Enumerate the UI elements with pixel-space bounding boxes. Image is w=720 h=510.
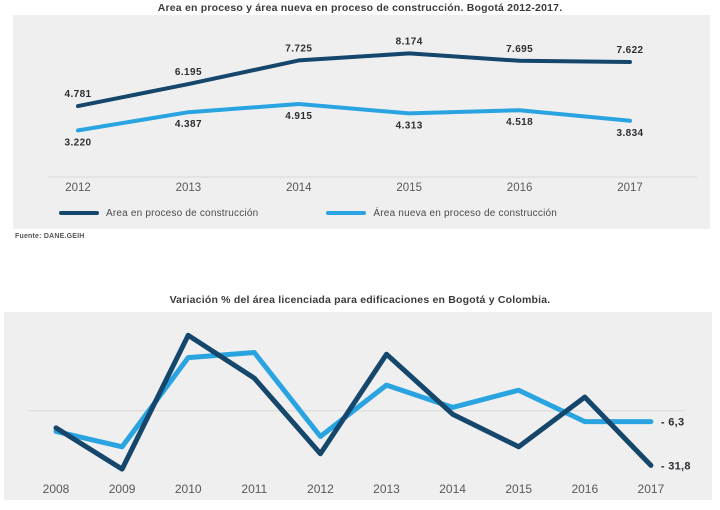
data-label: 7.695 bbox=[506, 44, 533, 55]
x-tick-label: 2013 bbox=[373, 482, 400, 496]
series-line-dark bbox=[76, 51, 632, 109]
legend-swatch-light bbox=[326, 211, 367, 215]
chart-1-plot: 2012 2013 2014 2015 2016 2017 4.781 6.195 7.725 8… bbox=[48, 36, 697, 194]
data-label: 4.518 bbox=[506, 117, 533, 128]
data-label: 4.781 bbox=[64, 89, 91, 100]
x-tick-label: 2015 bbox=[396, 182, 422, 194]
data-label: 4.313 bbox=[396, 120, 423, 131]
x-tick-label: 2008 bbox=[43, 482, 70, 496]
x-tick-label: 2012 bbox=[65, 182, 91, 194]
x-tick-label: 2016 bbox=[571, 482, 598, 496]
x-tick-label: 2017 bbox=[638, 482, 665, 496]
x-tick-label: 2013 bbox=[176, 182, 202, 194]
series-line-dark bbox=[53, 332, 654, 472]
data-label: 7.622 bbox=[616, 45, 643, 56]
chart-1-legend: Area en proceso de construcción Área nue… bbox=[13, 197, 710, 229]
chart-1-panel: 2012 2013 2014 2015 2016 2017 4.781 6.195 7.725 8… bbox=[13, 15, 710, 229]
source-note: Fuente: DANE.GEIH bbox=[15, 233, 85, 240]
chart-2-panel: 2008 2009 2010 2011 2012 2013 2014 2015 2016 2017… bbox=[4, 312, 712, 500]
x-tick-label: 2010 bbox=[175, 482, 202, 496]
x-tick-label: 2012 bbox=[307, 482, 334, 496]
x-tick-label: 2009 bbox=[109, 482, 136, 496]
end-label-light: - 6,3 bbox=[661, 417, 685, 429]
legend-item-area-nueva: Área nueva en proceso de construcción bbox=[326, 208, 557, 219]
chart-1-title: Area en proceso y área nueva en proceso … bbox=[157, 2, 563, 14]
data-label: 3.220 bbox=[64, 137, 91, 148]
x-tick-label: 2014 bbox=[286, 182, 312, 194]
legend-item-area-en-proceso: Area en proceso de construcción bbox=[59, 208, 258, 219]
x-tick-label: 2015 bbox=[505, 482, 532, 496]
data-label: 6.195 bbox=[175, 67, 202, 78]
data-label: 4.387 bbox=[175, 119, 202, 130]
legend-swatch-dark bbox=[59, 211, 99, 215]
x-tick-label: 2011 bbox=[241, 482, 267, 496]
chart-2-plot: 2008 2009 2010 2011 2012 2013 2014 2015 2016 2017… bbox=[28, 332, 691, 496]
legend-label-area-nueva: Área nueva en proceso de construcción bbox=[373, 207, 558, 219]
x-tick-label: 2017 bbox=[617, 182, 643, 194]
legend-label-area-en-proceso: Area en proceso de construcción bbox=[106, 207, 259, 219]
data-label: 7.725 bbox=[285, 43, 312, 54]
data-label: 3.834 bbox=[616, 128, 643, 139]
x-tick-label: 2014 bbox=[439, 482, 466, 496]
data-label: 8.174 bbox=[396, 36, 423, 47]
chart-2-title: Variación % del área licenciada para edi… bbox=[169, 294, 551, 306]
series-line-light bbox=[76, 102, 632, 133]
x-tick-label: 2016 bbox=[507, 182, 533, 194]
end-label-dark: - 31,8 bbox=[661, 460, 691, 472]
data-label: 4.915 bbox=[285, 111, 312, 122]
